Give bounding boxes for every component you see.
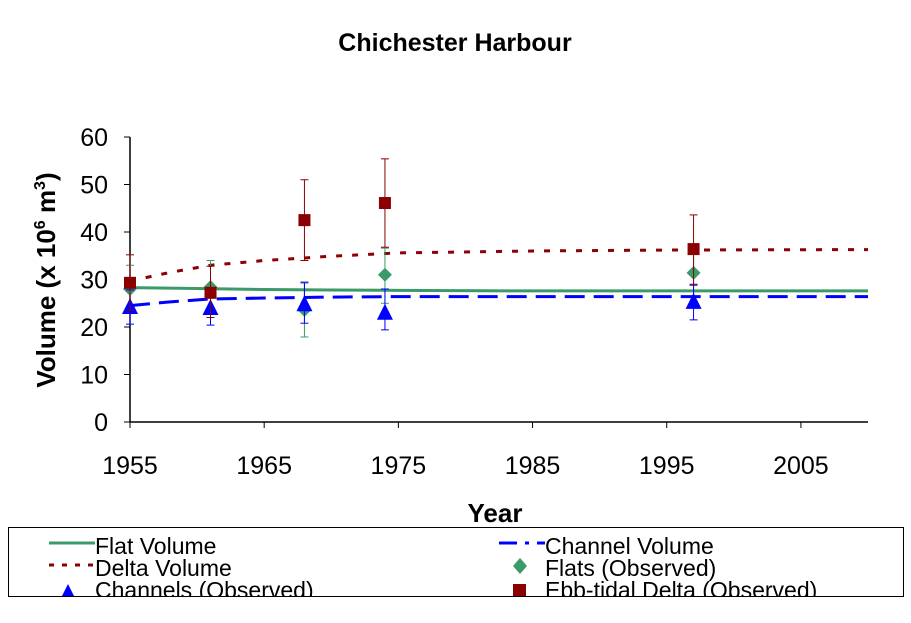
legend-swatch-delta-volume xyxy=(49,563,95,567)
triangle-icon xyxy=(62,584,74,596)
x-tick-label: 2005 xyxy=(773,452,829,480)
legend-label: Ebb-tidal Delta (Observed) xyxy=(545,577,818,597)
data-point-ebb-tidal-delta-observed xyxy=(378,197,391,210)
legend-swatch-flat-volume xyxy=(49,541,95,545)
data-point-channels-observed xyxy=(685,292,702,309)
x-tick-label: 1975 xyxy=(371,452,427,480)
x-tick-label: 1985 xyxy=(505,452,561,480)
data-point-flats-observed xyxy=(377,267,392,282)
data-point-channels-observed xyxy=(376,303,393,320)
legend-label: Delta Volume xyxy=(95,555,232,581)
y-tick-label: 10 xyxy=(80,362,108,390)
x-tick-label: 1965 xyxy=(236,452,292,480)
data-point-ebb-tidal-delta-observed xyxy=(204,286,217,299)
series-line-channel-volume xyxy=(129,295,868,308)
legend-label: Flats (Observed) xyxy=(545,555,717,581)
y-tick-label: 20 xyxy=(80,314,108,342)
y-tick-label: 50 xyxy=(80,172,108,200)
data-point-ebb-tidal-delta-observed xyxy=(687,243,700,256)
y-tick-label: 40 xyxy=(80,219,108,247)
data-point-ebb-tidal-delta-observed xyxy=(298,214,311,227)
series-line-flat-volume xyxy=(129,286,868,293)
diamond-icon xyxy=(513,558,527,574)
square-icon xyxy=(513,584,526,596)
y-axis-label: Volume (x 106 m3) xyxy=(31,172,61,387)
x-axis-label: Year xyxy=(468,498,523,528)
x-tick-label: 1955 xyxy=(102,452,158,480)
y-tick-label: 60 xyxy=(80,124,108,152)
y-tick-label: 0 xyxy=(94,409,108,437)
legend-label: Flat Volume xyxy=(95,533,217,559)
series-line-delta-volume xyxy=(129,248,869,283)
legend: Flat Volume Channel Volume Delta Volume … xyxy=(8,527,904,597)
chart-title: Chichester Harbour xyxy=(338,29,572,57)
data-point-channels-observed xyxy=(296,295,313,312)
data-point-ebb-tidal-delta-observed xyxy=(124,276,136,289)
legend-swatch-channel-volume xyxy=(499,541,545,545)
legend-label: Channels (Observed) xyxy=(95,577,314,597)
x-tick-label: 1995 xyxy=(639,452,695,480)
y-tick-label: 30 xyxy=(80,267,108,295)
legend-label: Channel Volume xyxy=(545,533,714,559)
